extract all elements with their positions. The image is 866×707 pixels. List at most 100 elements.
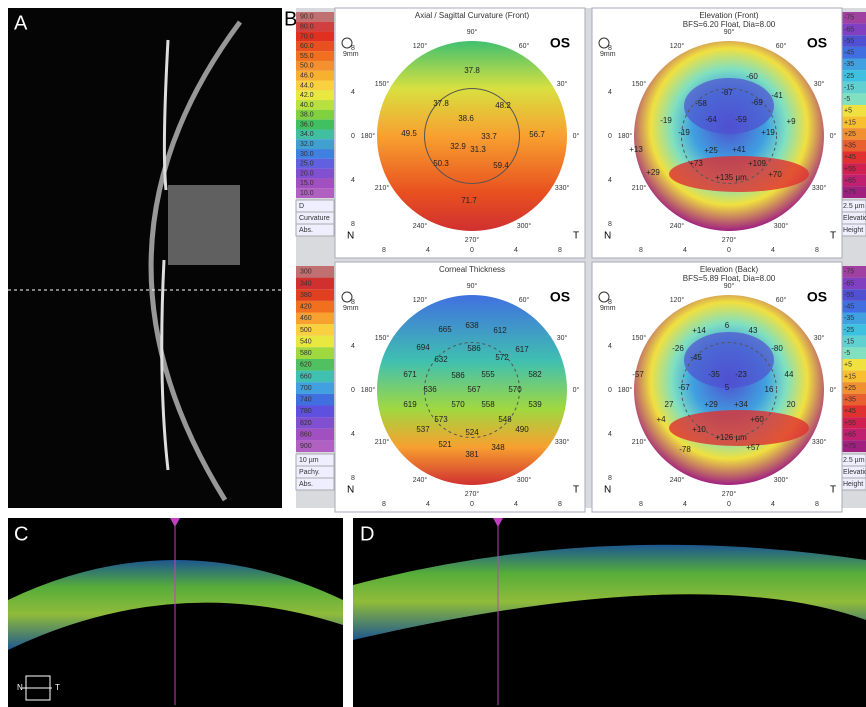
map-value: 558 <box>481 400 495 409</box>
angle-label: 60° <box>776 296 787 304</box>
map-value: +4 <box>656 415 666 424</box>
scale-label: +45 <box>844 154 856 161</box>
scale-label: +65 <box>844 177 856 184</box>
axis-number: 4 <box>514 501 518 508</box>
angle-label: 240° <box>413 476 428 484</box>
scale-label: 700 <box>300 385 312 392</box>
map-value: 521 <box>438 440 452 449</box>
axis-number: 0 <box>608 133 612 140</box>
map-value: +34 <box>734 400 748 409</box>
angle-label: 30° <box>557 334 568 342</box>
map-value: 37.8 <box>464 66 480 75</box>
angle-label: 120° <box>670 296 685 304</box>
scale-footer: Height <box>843 481 863 488</box>
scale-label: 340 <box>300 280 312 287</box>
map-value: 71.7 <box>461 196 477 205</box>
map-value: 27 <box>665 400 674 409</box>
map-value: 56.7 <box>529 130 545 139</box>
scale-footer: Elevation <box>843 215 866 222</box>
map-value: +25 <box>704 146 718 155</box>
scale-label: 10.0 <box>300 190 314 197</box>
map-value: 6 <box>725 321 730 330</box>
axis-number: 4 <box>771 247 775 254</box>
map-value: +109 <box>748 159 767 168</box>
scale-label: -65 <box>844 26 854 33</box>
scale-label: 420 <box>300 304 312 311</box>
scale-label: -75 <box>844 15 854 22</box>
axis-number: 4 <box>608 343 612 350</box>
map-value: -57 <box>678 383 690 392</box>
map-value: 612 <box>493 326 507 335</box>
map-value: 632 <box>434 355 448 364</box>
scale-label: -15 <box>844 338 854 345</box>
scale-label: +75 <box>844 443 856 450</box>
map-value: +29 <box>646 168 660 177</box>
axis-number: 4 <box>426 501 430 508</box>
angle-label: 270° <box>465 490 480 498</box>
axis-number: 8 <box>382 247 386 254</box>
scale-label: 30.0 <box>300 151 314 158</box>
nasal-label: N <box>347 231 354 242</box>
axis-number: 4 <box>514 247 518 254</box>
scale-label: 70.0 <box>300 33 314 40</box>
scale-footer: Elevation <box>843 469 866 476</box>
angle-label: 300° <box>517 476 532 484</box>
temporal-label: T <box>573 485 579 496</box>
scale-label: +35 <box>844 397 856 404</box>
angle-label: 120° <box>413 296 428 304</box>
scale-label: -5 <box>844 96 850 103</box>
angle-label: 60° <box>776 42 787 50</box>
map-value: 619 <box>403 400 417 409</box>
angle-label: 300° <box>774 476 789 484</box>
axis-number: 8 <box>351 221 355 228</box>
scale-label: +75 <box>844 189 856 196</box>
scale-label: -15 <box>844 84 854 91</box>
map-value: +135 µm <box>715 173 747 182</box>
map-value: 59.4 <box>493 161 509 170</box>
angle-label: 90° <box>724 282 735 290</box>
axis-number: 8 <box>608 475 612 482</box>
axis-number: 0 <box>351 133 355 140</box>
scale-label: 820 <box>300 420 312 427</box>
map-disc <box>634 41 824 231</box>
nasal-label: N <box>17 683 23 692</box>
axis-number: 4 <box>426 247 430 254</box>
scale-footer: Pachy. <box>299 469 320 476</box>
axis-number: 4 <box>608 431 612 438</box>
map-value: -87 <box>721 88 733 97</box>
map-title: Corneal Thickness <box>439 265 505 274</box>
map-value: 671 <box>403 370 417 379</box>
scale-label: +35 <box>844 143 856 150</box>
scale-label: 25.0 <box>300 161 314 168</box>
scale-label: +55 <box>844 166 856 173</box>
axis-number: 8 <box>815 501 819 508</box>
angle-label: 180° <box>618 132 633 140</box>
scale-footer: Curvature <box>299 215 330 222</box>
scale-footer: 2.5 µm <box>843 203 865 210</box>
map-value: -64 <box>705 115 717 124</box>
angle-label: 150° <box>375 334 390 342</box>
map-value: 31.3 <box>470 145 486 154</box>
scale-label: -55 <box>844 292 854 299</box>
scale-footer: Height <box>843 227 863 234</box>
scale-label: 740 <box>300 397 312 404</box>
axis-number: 4 <box>771 501 775 508</box>
map-value: 5 <box>725 383 730 392</box>
angle-label: 0° <box>573 386 580 394</box>
map-value: 548 <box>498 415 512 424</box>
scale-label: 34.0 <box>300 131 314 138</box>
map-value: -23 <box>735 370 747 379</box>
map-value: -19 <box>660 116 672 125</box>
angle-label: 0° <box>830 132 837 140</box>
map-value: 694 <box>416 343 430 352</box>
temporal-label: T <box>830 485 836 496</box>
axis-number: 4 <box>351 177 355 184</box>
map-value: 586 <box>467 344 481 353</box>
temporal-label: T <box>55 683 60 692</box>
eye-label: OS <box>807 35 827 51</box>
panel-label: B <box>284 8 297 30</box>
figure: A B C N T D 90.080.070.060.055.050.046.0… <box>0 0 866 707</box>
angle-label: 330° <box>555 438 570 446</box>
map-value: +29 <box>704 400 718 409</box>
scale-label: 540 <box>300 338 312 345</box>
